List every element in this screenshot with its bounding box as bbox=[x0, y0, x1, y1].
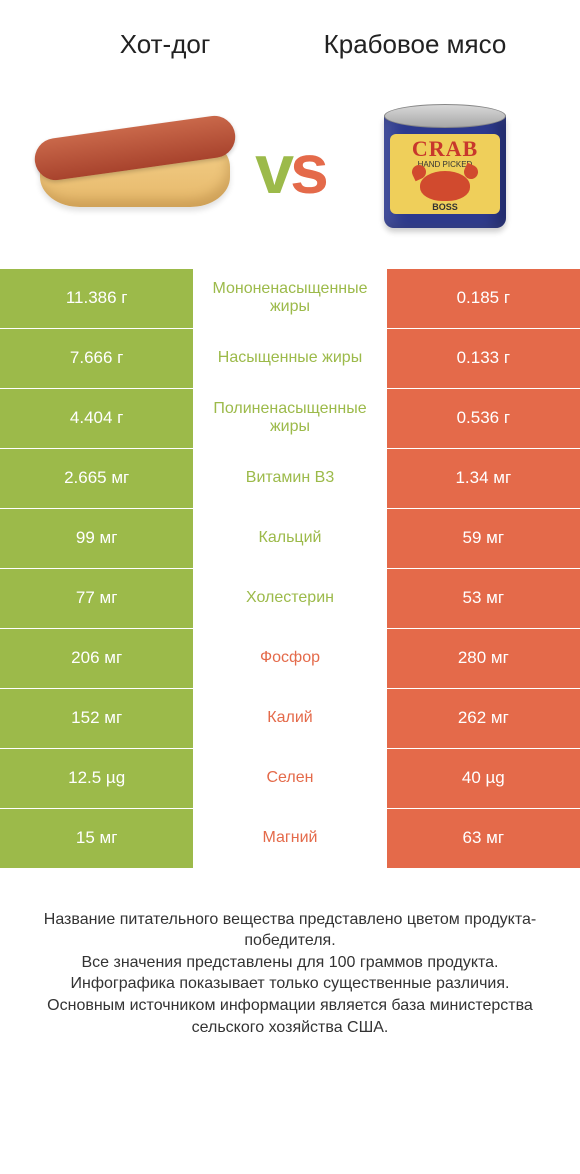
table-row: 77 мгХолестерин53 мг bbox=[0, 569, 580, 629]
table-row: 11.386 гМононенасыщенные жиры0.185 г bbox=[0, 269, 580, 329]
nutrient-label: Полиненасыщенные жиры bbox=[193, 389, 386, 448]
nutrient-label: Холестерин bbox=[193, 569, 386, 628]
vs-v: v bbox=[255, 130, 290, 208]
table-row: 7.666 гНасыщенные жиры0.133 г bbox=[0, 329, 580, 389]
nutrient-label: Фосфор bbox=[193, 629, 386, 688]
hotdog-icon bbox=[40, 119, 230, 219]
left-value: 2.665 мг bbox=[0, 449, 193, 508]
left-value: 11.386 г bbox=[0, 269, 193, 328]
can-boss: BOSS bbox=[390, 202, 500, 212]
left-value: 77 мг bbox=[0, 569, 193, 628]
header: Хот-дог Крабовое мясо bbox=[0, 0, 580, 69]
right-value: 0.185 г bbox=[387, 269, 580, 328]
table-row: 12.5 µgСелен40 µg bbox=[0, 749, 580, 809]
footer-line-2: Все значения представлены для 100 граммо… bbox=[28, 952, 552, 974]
nutrient-label: Селен bbox=[193, 749, 386, 808]
crab-icon bbox=[420, 171, 470, 201]
table-row: 206 мгФосфор280 мг bbox=[0, 629, 580, 689]
nutrient-label: Кальций bbox=[193, 509, 386, 568]
left-value: 4.404 г bbox=[0, 389, 193, 448]
nutrition-table: 11.386 гМононенасыщенные жиры0.185 г7.66… bbox=[0, 269, 580, 869]
right-value: 0.133 г bbox=[387, 329, 580, 388]
nutrient-label: Мононенасыщенные жиры bbox=[193, 269, 386, 328]
table-row: 99 мгКальций59 мг bbox=[0, 509, 580, 569]
right-value: 53 мг bbox=[387, 569, 580, 628]
left-value: 12.5 µg bbox=[0, 749, 193, 808]
image-row: vs CRAB HAND PICKED BOSS bbox=[0, 69, 580, 269]
table-row: 15 мгМагний63 мг bbox=[0, 809, 580, 869]
can-brand: CRAB bbox=[390, 136, 500, 162]
footer-line-3: Инфографика показывает только существенн… bbox=[28, 973, 552, 995]
nutrient-label: Витамин B3 bbox=[193, 449, 386, 508]
table-row: 152 мгКалий262 мг bbox=[0, 689, 580, 749]
nutrient-label: Насыщенные жиры bbox=[193, 329, 386, 388]
footer-note: Название питательного вещества представл… bbox=[0, 869, 580, 1039]
left-value: 206 мг bbox=[0, 629, 193, 688]
left-product-image bbox=[40, 99, 230, 239]
right-value: 59 мг bbox=[387, 509, 580, 568]
vs-s: s bbox=[290, 130, 325, 208]
right-product-title: Крабовое мясо bbox=[290, 30, 540, 59]
can-sub: HAND PICKED bbox=[390, 160, 500, 169]
table-row: 4.404 гПолиненасыщенные жиры0.536 г bbox=[0, 389, 580, 449]
nutrient-label: Магний bbox=[193, 809, 386, 868]
right-value: 1.34 мг bbox=[387, 449, 580, 508]
right-value: 280 мг bbox=[387, 629, 580, 688]
footer-line-4: Основным источником информации является … bbox=[28, 995, 552, 1038]
vs-label: vs bbox=[255, 129, 325, 209]
right-value: 63 мг bbox=[387, 809, 580, 868]
footer-line-1: Название питательного вещества представл… bbox=[28, 909, 552, 952]
crab-can-icon: CRAB HAND PICKED BOSS bbox=[380, 104, 510, 234]
left-value: 15 мг bbox=[0, 809, 193, 868]
right-value: 262 мг bbox=[387, 689, 580, 748]
right-product-image: CRAB HAND PICKED BOSS bbox=[350, 99, 540, 239]
right-value: 0.536 г bbox=[387, 389, 580, 448]
right-value: 40 µg bbox=[387, 749, 580, 808]
left-value: 152 мг bbox=[0, 689, 193, 748]
left-value: 7.666 г bbox=[0, 329, 193, 388]
left-value: 99 мг bbox=[0, 509, 193, 568]
table-row: 2.665 мгВитамин B31.34 мг bbox=[0, 449, 580, 509]
left-product-title: Хот-дог bbox=[40, 30, 290, 59]
nutrient-label: Калий bbox=[193, 689, 386, 748]
